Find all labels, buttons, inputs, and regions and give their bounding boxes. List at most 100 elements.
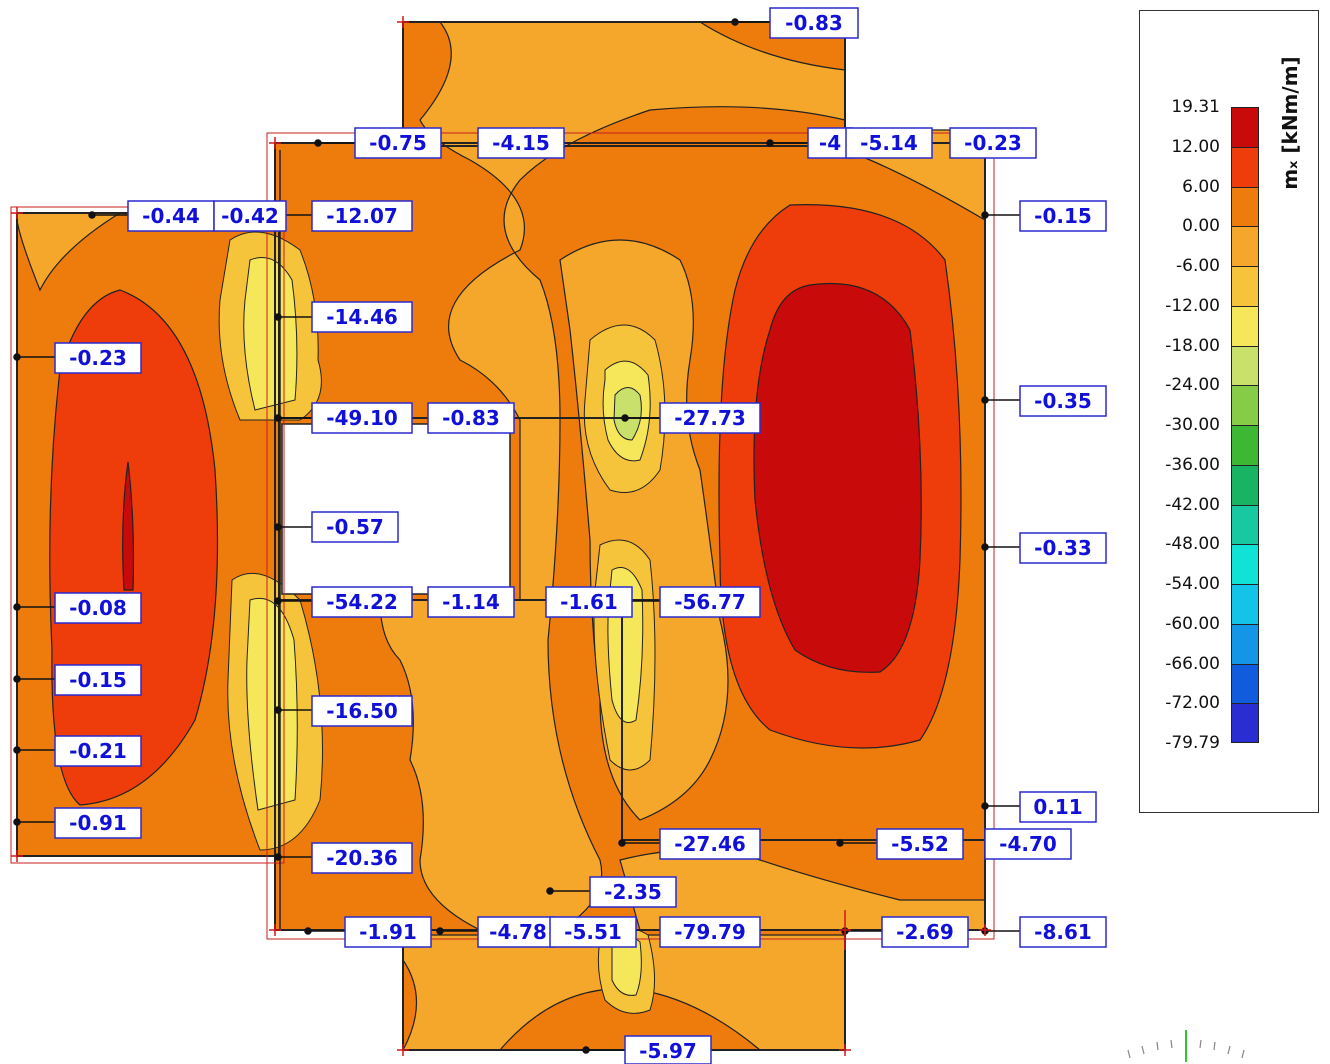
svg-text:-0.33: -0.33 [1034, 536, 1092, 560]
result-label: -1.14 [427, 586, 515, 618]
legend-value: 6.00 [1182, 176, 1220, 197]
result-label: -0.91 [54, 807, 142, 839]
result-label: -0.23 [949, 127, 1037, 159]
legend-color-swatch [1231, 663, 1259, 704]
svg-text:-27.73: -27.73 [674, 406, 746, 430]
legend-color-swatch [1231, 504, 1259, 545]
legend-color-swatch [1231, 345, 1259, 386]
svg-text:-5.97: -5.97 [639, 1039, 697, 1063]
legend-color-swatch [1231, 186, 1259, 227]
svg-text:-0.42: -0.42 [221, 204, 279, 228]
svg-text:-4: -4 [819, 131, 841, 155]
legend-value: -72.00 [1165, 693, 1220, 714]
result-label: -56.77 [659, 586, 761, 618]
result-label: -0.75 [354, 127, 442, 159]
svg-text:-2.35: -2.35 [604, 880, 662, 904]
legend-color-swatch [1231, 623, 1259, 664]
result-label: -5.52 [876, 828, 964, 860]
result-label: -0.23 [54, 342, 142, 374]
result-label: -0.57 [311, 511, 399, 543]
color-legend [1139, 10, 1319, 813]
result-label: -0.35 [1019, 385, 1107, 417]
legend-color-swatch [1231, 464, 1259, 505]
svg-text:-0.15: -0.15 [1034, 204, 1092, 228]
result-label: -4.78 [477, 916, 555, 948]
svg-text:-0.57: -0.57 [326, 515, 384, 539]
legend-color-swatch [1231, 305, 1259, 346]
result-label: -0.33 [1019, 532, 1107, 564]
svg-text:-0.83: -0.83 [442, 406, 500, 430]
result-label: -20.36 [311, 842, 413, 874]
legend-color-swatch [1231, 146, 1259, 187]
result-label: -5.51 [549, 916, 637, 948]
result-label: -5.14 [845, 127, 933, 159]
svg-text:-0.75: -0.75 [369, 131, 427, 155]
result-label: -2.69 [881, 916, 969, 948]
svg-text:-0.21: -0.21 [69, 739, 127, 763]
result-label: -8.61 [1019, 916, 1107, 948]
result-label: -0.83 [769, 7, 859, 39]
legend-value: -60.00 [1165, 613, 1220, 634]
svg-text:-4.15: -4.15 [492, 131, 550, 155]
svg-text:-79.79: -79.79 [674, 920, 746, 944]
svg-text:-20.36: -20.36 [326, 846, 398, 870]
result-label: 0.11 [1019, 791, 1097, 823]
svg-text:-0.23: -0.23 [964, 131, 1022, 155]
svg-text:-5.52: -5.52 [891, 832, 949, 856]
result-label: -27.46 [659, 828, 761, 860]
legend-color-swatch [1231, 703, 1259, 743]
legend-color-swatch [1231, 226, 1259, 266]
label-leaders [13, 18, 1020, 1054]
result-label: -54.22 [311, 586, 413, 618]
result-label: -14.46 [311, 301, 413, 333]
legend-color-swatch [1231, 385, 1259, 425]
svg-text:-5.51: -5.51 [564, 920, 622, 944]
result-label: -0.15 [1019, 200, 1107, 232]
legend-value: -6.00 [1176, 256, 1220, 276]
svg-text:-5.14: -5.14 [860, 131, 918, 155]
result-label: -0.42 [213, 200, 287, 232]
svg-text:-4.78: -4.78 [489, 920, 547, 944]
result-label: -0.21 [54, 735, 142, 767]
legend-value: -12.00 [1165, 295, 1220, 316]
svg-text:-0.35: -0.35 [1034, 389, 1092, 413]
svg-text:-56.77: -56.77 [674, 590, 746, 614]
slab-opening [281, 423, 511, 595]
svg-text:-27.46: -27.46 [674, 832, 746, 856]
svg-text:-1.61: -1.61 [560, 590, 618, 614]
result-label: -0.15 [54, 664, 142, 696]
legend-value: -30.00 [1165, 415, 1220, 435]
svg-text:-54.22: -54.22 [326, 590, 398, 614]
legend-value: -54.00 [1165, 574, 1220, 594]
view-orientation-gizmo[interactable] [1127, 1030, 1245, 1062]
legend-value: -66.00 [1165, 653, 1220, 674]
result-label: -16.50 [311, 695, 413, 727]
result-label: -79.79 [659, 916, 761, 948]
result-label: -0.83 [427, 402, 515, 434]
result-labels: -0.83 -0.75 -4.15 -4 -5.14 -0.23 -0.44 -… [54, 7, 1107, 1064]
result-label: -4.15 [477, 127, 565, 159]
svg-text:-16.50: -16.50 [326, 699, 398, 723]
svg-text:-0.91: -0.91 [69, 811, 127, 835]
result-label: -2.35 [589, 876, 677, 908]
legend-title: mₓ [kNm/m] [1270, 48, 1310, 198]
svg-text:-1.14: -1.14 [442, 590, 500, 614]
legend-value: -42.00 [1165, 494, 1220, 515]
svg-text:-2.69: -2.69 [896, 920, 954, 944]
svg-text:-8.61: -8.61 [1034, 920, 1092, 944]
svg-text:-4.70: -4.70 [999, 832, 1057, 856]
legend-value: 12.00 [1171, 136, 1220, 157]
svg-text:-0.83: -0.83 [785, 11, 843, 35]
legend-value: -18.00 [1165, 335, 1220, 356]
result-label: -0.08 [54, 592, 142, 624]
result-label: -5.97 [624, 1035, 712, 1064]
legend-value: 19.31 [1171, 97, 1220, 117]
svg-text:-49.10: -49.10 [326, 406, 398, 430]
result-label: -1.61 [545, 586, 633, 618]
result-label: -0.44 [127, 200, 215, 232]
svg-text:-12.07: -12.07 [326, 204, 398, 228]
legend-color-swatch [1231, 544, 1259, 584]
svg-text:0.11: 0.11 [1033, 795, 1082, 819]
legend-color-swatch [1231, 425, 1259, 465]
